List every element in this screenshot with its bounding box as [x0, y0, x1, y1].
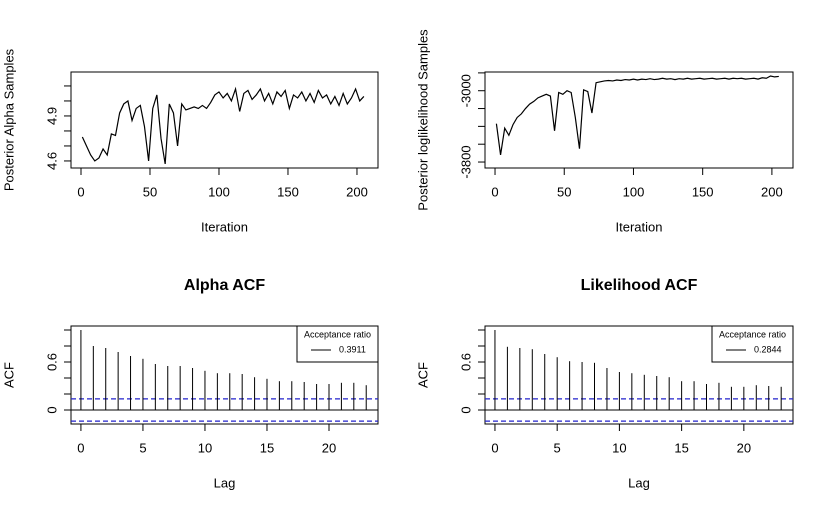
legend-title: Acceptance ratio — [719, 329, 786, 339]
y-tick-label: -3000 — [458, 74, 473, 107]
y-axis-label: Posterior Alpha Samples — [1, 48, 16, 191]
plot-box — [484, 71, 794, 169]
y-axis-label: Posterior loglikelihood Samples — [415, 29, 430, 211]
x-tick-label: 20 — [322, 440, 336, 455]
trace-line — [81, 86, 365, 165]
legend-title: Acceptance ratio — [304, 329, 371, 339]
x-tick-label: 200 — [346, 184, 368, 199]
x-axis-label: Iteration — [201, 219, 248, 234]
chart-title: Likelihood ACF — [581, 277, 698, 294]
x-tick-label: 150 — [692, 184, 714, 199]
x-tick-label: 200 — [761, 184, 783, 199]
y-tick-label: 0.6 — [44, 353, 59, 371]
x-tick-label: 15 — [260, 440, 274, 455]
chart-title: Alpha ACF — [184, 277, 265, 294]
legend-box — [711, 325, 794, 363]
x-tick-label: 50 — [557, 184, 571, 199]
x-tick-label: 150 — [277, 184, 299, 199]
y-tick-label: 0 — [44, 406, 59, 413]
legend-label: 0.3911 — [339, 344, 366, 354]
legend-label: 0.2844 — [754, 344, 782, 354]
x-tick-label: 5 — [554, 440, 561, 455]
x-tick-label: 50 — [143, 184, 157, 199]
x-tick-label: 100 — [208, 184, 230, 199]
x-tick-label: 10 — [612, 440, 626, 455]
plot-box — [70, 325, 379, 425]
y-tick-label: 4.6 — [44, 152, 59, 170]
x-tick-label: 100 — [623, 184, 645, 199]
x-tick-label: 0 — [491, 440, 498, 455]
y-tick-label: -3800 — [458, 145, 473, 178]
x-axis-label: Iteration — [616, 219, 663, 234]
x-tick-label: 0 — [491, 184, 498, 199]
y-tick-label: 0 — [458, 406, 473, 413]
y-tick-label: 0.6 — [458, 353, 473, 371]
x-tick-label: 15 — [674, 440, 688, 455]
plot-box — [70, 71, 379, 169]
y-axis-label: ACF — [1, 362, 16, 388]
legend-box — [296, 325, 379, 363]
x-tick-label: 5 — [139, 440, 146, 455]
y-axis-label: ACF — [415, 362, 430, 388]
x-tick-label: 0 — [77, 184, 84, 199]
x-tick-label: 20 — [737, 440, 751, 455]
plot-box — [484, 325, 794, 425]
x-axis-label: Lag — [628, 475, 650, 490]
x-axis-label: Lag — [214, 475, 236, 490]
x-tick-label: 0 — [77, 440, 84, 455]
x-tick-label: 10 — [198, 440, 212, 455]
y-tick-label: 4.9 — [44, 107, 59, 125]
trace-line — [495, 75, 779, 155]
